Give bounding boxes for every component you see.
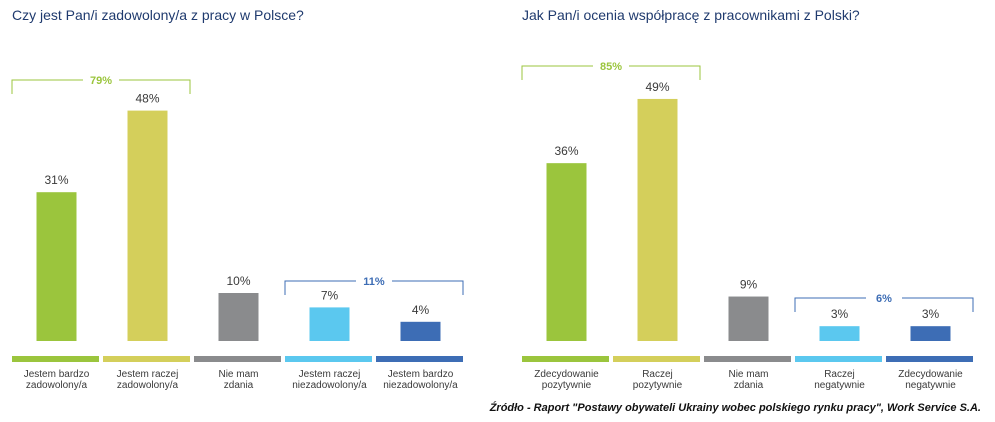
chart-1-category-strip <box>12 356 99 362</box>
chart-2-value-label: 3% <box>831 307 849 321</box>
chart-1-group-bracket <box>11 79 191 94</box>
chart-2-value-label: 36% <box>554 144 578 158</box>
chart-2-group-bracket <box>794 297 974 312</box>
chart-1-category-strip <box>194 356 281 362</box>
chart-1-value-label: 10% <box>226 274 250 288</box>
chart-2-bar <box>546 163 587 341</box>
chart-2-group-label: 85% <box>600 61 622 73</box>
chart-1-category-label: niezadowolony/a <box>383 380 458 391</box>
chart-1-category-label: zadowolony/a <box>26 380 88 391</box>
chart-1-bar <box>127 110 168 341</box>
chart-1-category-label: Jestem raczej <box>117 369 179 380</box>
chart-2-category-label: Zdecydowanie <box>534 369 599 380</box>
chart-2-category-label: Zdecydowanie <box>898 369 963 380</box>
chart-1-category-label: niezadowolony/a <box>292 380 367 391</box>
chart-1-category-label: Jestem bardzo <box>388 369 454 380</box>
chart-2-bar <box>819 326 860 341</box>
chart-2-category-label: Nie mam <box>728 369 768 380</box>
chart-1-title: Czy jest Pan/i zadowolony/a z pracy w Po… <box>12 7 304 23</box>
chart-2-category-label: negatywnie <box>814 380 865 391</box>
chart-1-bar <box>309 307 350 341</box>
chart-1-category-strip <box>285 356 372 362</box>
chart-2-category-strip <box>522 356 609 362</box>
chart-2-bar <box>728 296 769 341</box>
chart-1-category-label: Nie mam <box>218 369 258 380</box>
chart-1-group-bracket <box>284 280 464 295</box>
chart-1-value-label: 48% <box>135 92 159 106</box>
chart-1-value-label: 4% <box>412 303 430 317</box>
source-note: Źródło - Raport "Postawy obywateli Ukrai… <box>489 402 981 414</box>
chart-2-bar <box>637 98 678 341</box>
chart-2-category-strip <box>795 356 882 362</box>
chart-1-value-label: 31% <box>44 173 68 187</box>
chart-1-group-label: 11% <box>363 276 385 288</box>
chart-1-category-strip <box>103 356 190 362</box>
chart-2-category-label: negatywnie <box>905 380 956 391</box>
chart-2-category-label: Raczej <box>824 369 855 380</box>
chart-1-category-label: Jestem raczej <box>299 369 361 380</box>
chart-2-group-bracket <box>521 65 701 80</box>
chart-2-value-label: 3% <box>922 307 940 321</box>
chart-2-group-label: 6% <box>876 293 892 305</box>
chart-1-group-label: 79% <box>90 75 112 87</box>
chart-1-bar <box>400 321 441 341</box>
chart-2-title: Jak Pan/i ocenia współpracę z pracownika… <box>522 7 860 23</box>
chart-1-category-label: zdania <box>224 380 254 391</box>
chart-2-category-strip <box>886 356 973 362</box>
chart-2-bar <box>910 326 951 341</box>
chart-2-value-label: 49% <box>645 80 669 94</box>
chart-2-category-label: pozytywnie <box>542 380 592 391</box>
chart-2-category-label: zdania <box>734 380 764 391</box>
chart-2-category-label: pozytywnie <box>633 380 683 391</box>
chart-1-category-strip <box>376 356 463 362</box>
chart-1-category-label: zadowolony/a <box>117 380 179 391</box>
chart-2-category-strip <box>704 356 791 362</box>
chart-2-value-label: 9% <box>740 278 758 292</box>
chart-1-bar <box>36 192 77 341</box>
chart-1-category-label: Jestem bardzo <box>24 369 90 380</box>
chart-1-value-label: 7% <box>321 288 339 302</box>
chart-1-bar <box>218 293 259 341</box>
chart-2-category-strip <box>613 356 700 362</box>
chart-2-category-label: Raczej <box>642 369 673 380</box>
